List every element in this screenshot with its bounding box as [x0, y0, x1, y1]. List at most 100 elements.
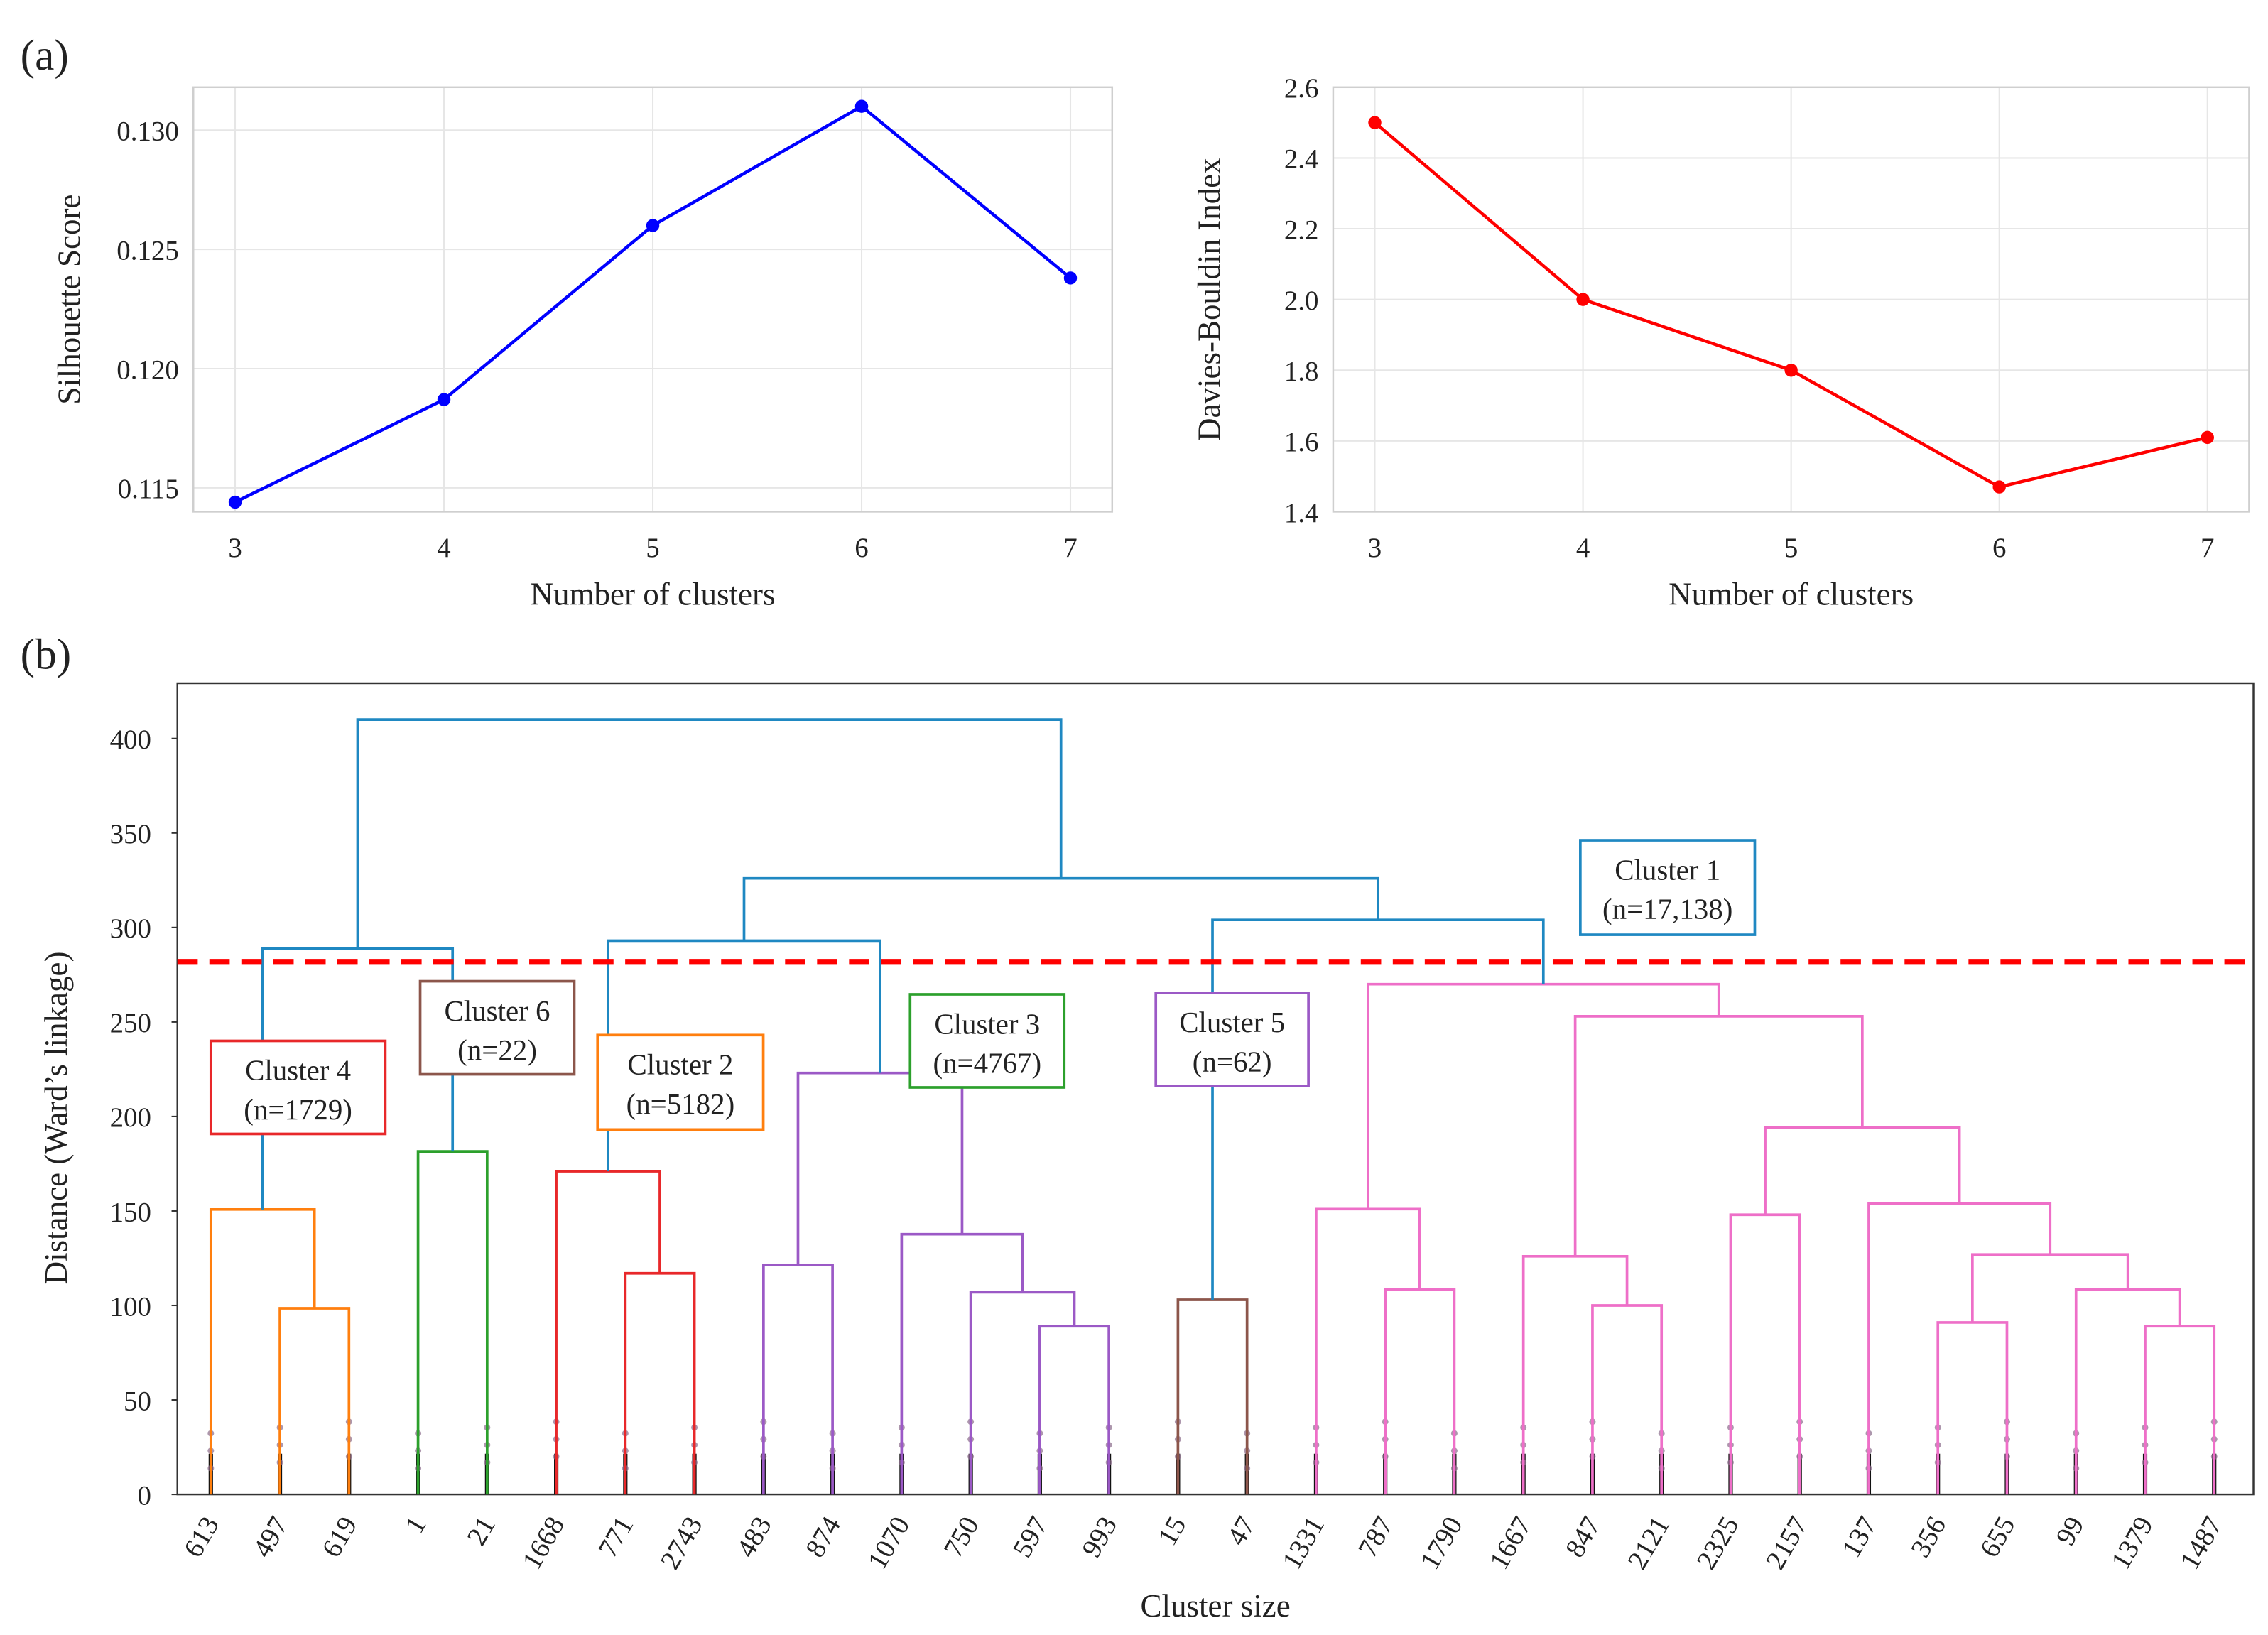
dendrogram-link — [356, 718, 1063, 949]
davies-bouldin-x-tick-label: 7 — [2201, 533, 2214, 563]
leaf-label: 655 — [1974, 1511, 2021, 1563]
dendrogram-x-axis-label: Cluster size — [1140, 1588, 1290, 1624]
dendrogram-y-axis-label: Distance (Ward’s linkage) — [38, 952, 74, 1285]
cluster-2-annotation: Cluster 2 (n=5182) — [596, 1033, 765, 1131]
cluster-3-annotation: Cluster 3 (n=4767) — [908, 993, 1066, 1089]
cluster-1-title: Cluster 1 — [1615, 854, 1720, 886]
dendrogram-y-tick-label: 350 — [110, 819, 151, 849]
davies-bouldin-y-axis-label: Davies-Bouldin Index — [1191, 158, 1227, 441]
dendrogram-link — [1211, 918, 1545, 1300]
davies-bouldin-y-tick-label: 2.0 — [1284, 286, 1319, 316]
dendrogram-y-tick-label: 50 — [124, 1386, 151, 1416]
dendrogram-link — [1038, 1325, 1110, 1495]
cluster-2-count: (n=5182) — [626, 1088, 735, 1120]
leaf-label: 1487 — [2174, 1511, 2228, 1575]
silhouette-x-tick-label: 5 — [646, 533, 659, 563]
dendrogram-link — [1367, 982, 1720, 1210]
dendrogram-link — [796, 1071, 964, 1265]
leaf-label: 47 — [1221, 1511, 1261, 1550]
dendrogram-link — [2144, 1325, 2216, 1495]
silhouette-data-point — [646, 219, 660, 232]
panel-label-a: (a) — [21, 31, 69, 80]
leaf-label: 847 — [1560, 1511, 1607, 1563]
dendrogram-link — [1384, 1288, 1456, 1495]
cluster-2-box — [596, 1033, 765, 1131]
leaf-label: 1379 — [2105, 1511, 2159, 1575]
dendrogram-y-tick-label: 300 — [110, 913, 151, 944]
silhouette-data-point — [1063, 271, 1078, 285]
davies-bouldin-y-tick-label: 2.6 — [1284, 73, 1319, 104]
leaf-label: 2325 — [1691, 1511, 1745, 1575]
dendrogram-chart: 0 50 100 150 200 250 300 350 400 613 497 619 1 21 1668… — [38, 682, 2255, 1624]
leaf-label: 21 — [461, 1511, 501, 1550]
silhouette-plot-frame — [192, 86, 1114, 513]
leaf-label: 2743 — [655, 1511, 709, 1575]
cluster-4-box — [209, 1039, 387, 1136]
davies-bouldin-x-tick-label: 5 — [1784, 533, 1798, 563]
leaf-label: 1070 — [862, 1511, 916, 1575]
dendrogram-link — [762, 1263, 834, 1495]
leaf-label: 2121 — [1622, 1511, 1676, 1575]
leaf-label: 1668 — [516, 1511, 570, 1575]
leaf-label: 993 — [1076, 1511, 1123, 1563]
leaf-label: 750 — [938, 1511, 984, 1563]
silhouette-x-tick-label: 7 — [1063, 533, 1077, 563]
davies-bouldin-y-tick-label: 1.6 — [1284, 427, 1319, 457]
dendrogram-link — [742, 876, 1379, 941]
cluster-6-box — [418, 979, 576, 1076]
dendrogram-link — [1936, 1321, 2009, 1495]
leaf-label: 1790 — [1414, 1511, 1468, 1575]
cluster-5-box — [1154, 992, 1310, 1087]
silhouette-y-axis-label: Silhouette Score — [52, 194, 87, 404]
cluster-4-title: Cluster 4 — [245, 1055, 351, 1087]
silhouette-y-tick-label: 0.130 — [116, 116, 178, 147]
leaf-label: 15 — [1152, 1511, 1193, 1550]
leaf-label: 619 — [316, 1511, 363, 1563]
leaf-label: 874 — [800, 1511, 847, 1563]
dendrogram-link — [416, 1150, 489, 1495]
panel-label-b: (b) — [21, 631, 72, 679]
dendrogram-y-tick-label: 200 — [110, 1102, 151, 1133]
silhouette-y-tick-label: 0.125 — [116, 235, 178, 266]
dendrogram-y-tick-label: 400 — [110, 724, 151, 755]
davies-bouldin-data-point — [1992, 480, 2006, 494]
cluster-1-annotation: Cluster 1 (n=17,138) — [1579, 839, 1757, 936]
silhouette-x-tick-label: 6 — [854, 533, 868, 563]
dendrogram-plot-frame — [176, 682, 2255, 1496]
dendrogram-link — [1315, 1207, 1421, 1495]
dendrogram-link — [900, 1232, 1024, 1495]
cluster-6-count: (n=22) — [457, 1034, 537, 1066]
davies-bouldin-data-point — [1368, 116, 1382, 129]
leaf-label: 597 — [1007, 1511, 1054, 1563]
cluster-1-box — [1579, 839, 1757, 936]
silhouette-data-point — [854, 99, 869, 113]
dendrogram-y-tick-label: 150 — [110, 1197, 151, 1227]
leaf-label: 1331 — [1276, 1511, 1330, 1575]
cluster-5-annotation: Cluster 5 (n=62) — [1154, 992, 1310, 1087]
dendrogram-y-tick-label: 250 — [110, 1008, 151, 1038]
silhouette-x-tick-label: 4 — [437, 533, 450, 563]
silhouette-data-point — [437, 393, 451, 406]
dendrogram-link — [2074, 1288, 2181, 1495]
dendrogram-link — [278, 1307, 351, 1495]
cluster-5-title: Cluster 5 — [1179, 1006, 1285, 1038]
silhouette-data-point — [228, 495, 242, 509]
dendrogram-y-tick-label: 100 — [110, 1291, 151, 1322]
dendrogram-link — [969, 1291, 1076, 1495]
silhouette-y-tick-label: 0.120 — [116, 354, 178, 385]
davies-bouldin-y-tick-label: 1.8 — [1284, 357, 1319, 387]
leaf-label: 771 — [592, 1511, 639, 1563]
dendrogram-link — [555, 1170, 661, 1495]
cluster-2-title: Cluster 2 — [627, 1049, 733, 1081]
davies-bouldin-x-axis-label: Number of clusters — [1669, 576, 1914, 612]
davies-bouldin-chart: 3 4 5 6 7 1.4 1.6 1.8 2.0 2.2 2.4 2.6 Number of clus… — [1191, 73, 2250, 612]
dendrogram-link — [1867, 1202, 2052, 1495]
leaf-label: 483 — [731, 1511, 778, 1563]
leaf-label: 356 — [1905, 1511, 1952, 1563]
leaf-label: 787 — [1352, 1511, 1399, 1563]
cluster-6-title: Cluster 6 — [445, 995, 550, 1027]
leaf-label: 137 — [1836, 1511, 1883, 1563]
davies-bouldin-y-tick-label: 1.4 — [1284, 498, 1319, 528]
cluster-6-annotation: Cluster 6 (n=22) — [418, 979, 576, 1076]
dendrogram-link — [1591, 1304, 1664, 1495]
